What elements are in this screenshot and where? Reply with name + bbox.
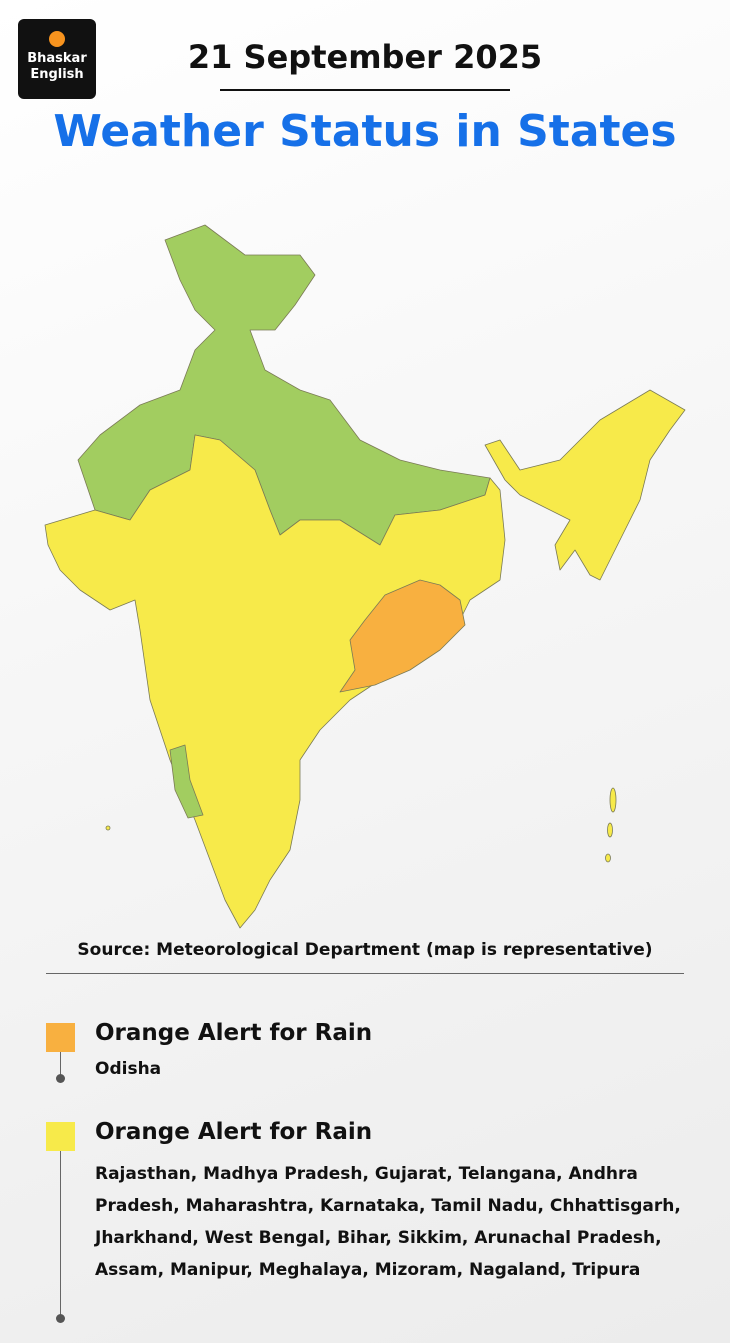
region-green <box>169 744 204 819</box>
legend-states: Odisha <box>95 1059 162 1079</box>
logo: Bhaskar English <box>18 19 96 99</box>
region-yellow <box>484 389 686 581</box>
legend-swatch <box>46 1122 75 1151</box>
logo-dot <box>49 31 65 47</box>
title: Weather Status in States <box>53 106 677 157</box>
logo-text: Bhaskar <box>27 51 87 66</box>
date: 21 September 2025 <box>187 38 543 76</box>
region-green <box>77 224 491 546</box>
legend-title: Orange Alert for Rain <box>95 1119 373 1145</box>
logo-text: English <box>30 67 84 82</box>
region-orange <box>339 579 466 693</box>
island <box>609 787 617 813</box>
island <box>607 822 613 838</box>
legend-dot <box>56 1074 65 1083</box>
legend-dot <box>56 1314 65 1323</box>
legend-line <box>60 1052 61 1078</box>
source-note: Source: Meteorological Department (map i… <box>77 940 653 960</box>
legend-title: Orange Alert for Rain <box>95 1020 373 1046</box>
legend-states: Rajasthan, Madhya Pradesh, Gujarat, Tela… <box>95 1164 681 1280</box>
island <box>605 853 611 863</box>
legend-swatch <box>46 1023 75 1052</box>
divider <box>46 973 684 974</box>
legend-line <box>60 1151 61 1317</box>
map <box>44 224 686 929</box>
island <box>105 825 111 831</box>
divider <box>220 89 510 91</box>
